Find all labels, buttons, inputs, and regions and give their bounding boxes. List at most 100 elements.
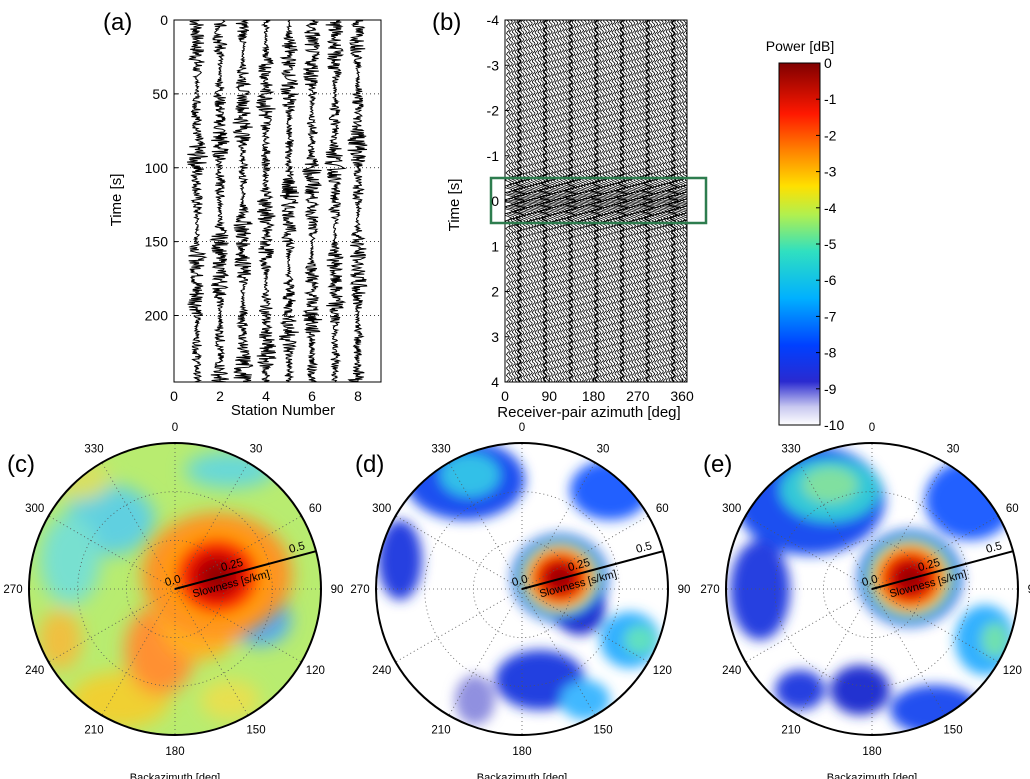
panel-d-letter: (d) [355, 451, 384, 478]
colorbar-tick-label: -5 [824, 236, 837, 252]
backazimuth-label: Backazimuth [deg] [477, 772, 568, 779]
azimuth-spoke [174, 588, 249, 716]
x-tick-label: 90 [541, 388, 557, 404]
y-tick-label: -3 [487, 57, 500, 73]
polar-boundary [375, 442, 669, 736]
azimuth-spoke [521, 588, 649, 663]
colorbar-tick-label: -2 [824, 127, 837, 143]
x-tick-label: 360 [670, 388, 694, 404]
cc-trace [532, 20, 547, 382]
trace-station-3 [232, 20, 254, 382]
trace-station-2 [209, 20, 230, 382]
azimuth-label: 270 [3, 584, 22, 596]
azimuth-label: 300 [25, 503, 44, 515]
azimuth-label: 0 [869, 422, 875, 434]
trace-station-7 [324, 20, 347, 382]
panel-b-xlabel: Receiver-pair azimuth [deg] [497, 404, 680, 421]
azimuth-label: 60 [1006, 503, 1019, 515]
panel-b-letter: (b) [432, 9, 461, 36]
slowness-axis [174, 550, 317, 590]
azimuth-label: 180 [165, 746, 184, 758]
azimuth-label: 0 [519, 422, 525, 434]
cc-trace [578, 20, 592, 382]
y-tick-label: 1 [491, 238, 499, 254]
colorbar-tick-label: -9 [824, 381, 837, 397]
colorbar-tick-label: -6 [824, 272, 837, 288]
azimuth-label: 300 [372, 503, 391, 515]
cc-trace [509, 20, 524, 382]
cc-trace [505, 20, 515, 382]
panel-c: (c) 0 30 60 90 120 150 180 210 240 270 300 330 0.0 0.… [3, 422, 343, 779]
x-tick-label: 8 [354, 388, 362, 404]
colorbar-gradient [778, 62, 821, 426]
cc-trace [535, 20, 549, 382]
y-tick-label: -2 [487, 103, 500, 119]
polar-overlay: 0 30 60 90 120 150 180 210 240 270 300 330 0.0 0.25 0.… [3, 422, 343, 779]
x-tick-label: 0 [170, 388, 178, 404]
colorbar-tick-label: -1 [824, 91, 837, 107]
trace-station-8 [347, 20, 368, 382]
cc-trace [606, 20, 621, 382]
colorbar-tick-label: -3 [824, 164, 837, 180]
azimuth-label: 60 [656, 503, 669, 515]
cc-trace [506, 20, 521, 382]
panel-a-traces [186, 20, 368, 382]
panel-b: (b) 0 90 180 270 360 -4 -3 -2 -1 0 1 2 3 4 Receiver-… [432, 9, 708, 421]
cc-trace [527, 20, 541, 382]
slowness-tick-label: 0.25 [220, 557, 245, 574]
azimuth-label: 60 [309, 503, 322, 515]
colorbar-tick-label: -7 [824, 308, 837, 324]
colorbar: Power [dB] 0 -1 -2 -3 -4 -5 -6 -7 -8 -9 -10 [766, 38, 845, 433]
cc-trace [523, 20, 538, 382]
polar-boundary [28, 442, 322, 736]
backazimuth-label: Backazimuth [deg] [130, 772, 221, 779]
cc-trace [657, 20, 672, 382]
slowness-tick-label: 0.0 [861, 573, 880, 589]
azimuth-label: 240 [25, 665, 44, 677]
panel-e-letter: (e) [703, 451, 732, 478]
trace-station-5 [279, 20, 300, 382]
cc-trace [613, 20, 630, 382]
azimuth-spoke [871, 462, 946, 590]
azimuth-label: 330 [431, 444, 450, 456]
y-tick-label: 3 [491, 329, 499, 345]
azimuth-spoke [395, 515, 523, 590]
cc-trace [554, 20, 569, 382]
slowness-tick-label: 0.5 [985, 540, 1004, 556]
y-tick-label: 2 [491, 284, 499, 300]
cc-trace [609, 20, 624, 382]
azimuth-label: 180 [512, 746, 531, 758]
cc-trace [583, 20, 598, 382]
cc-trace [664, 20, 682, 382]
panel-b-highlight-box [489, 176, 708, 225]
panel-a-xticks: 0 2 4 6 8 [170, 378, 362, 404]
azimuth-label: 30 [947, 444, 960, 456]
y-tick-label: 100 [145, 160, 169, 176]
azimuth-spoke [798, 588, 873, 716]
panel-a-grid [174, 93, 381, 316]
azimuth-label: 210 [781, 724, 800, 736]
cc-trace [574, 20, 589, 382]
x-tick-label: 180 [582, 388, 606, 404]
azimuth-spoke [101, 462, 176, 590]
slowness-axis [521, 550, 664, 590]
azimuth-spoke [745, 588, 873, 663]
azimuth-spoke [745, 515, 873, 590]
x-tick-label: 6 [308, 388, 316, 404]
panel-b-yticks: -4 -3 -2 -1 0 1 2 3 4 [487, 12, 509, 390]
slowness-tick-label: 0.5 [288, 540, 307, 556]
cc-trace [626, 20, 640, 382]
slowness-ring [77, 491, 273, 687]
cc-trace [612, 20, 627, 382]
cc-trace [631, 20, 646, 382]
azimuth-label: 30 [250, 444, 263, 456]
slowness-tick-label: 0.0 [511, 573, 530, 589]
azimuth-spoke [871, 515, 999, 590]
cc-trace [677, 20, 687, 382]
colorbar-tick-label: -10 [824, 417, 844, 433]
colorbar-tick-label: -4 [824, 200, 837, 216]
slowness-ring [774, 491, 970, 687]
slowness-ring [424, 491, 620, 687]
cc-trace [529, 20, 544, 382]
cc-trace [549, 20, 563, 382]
